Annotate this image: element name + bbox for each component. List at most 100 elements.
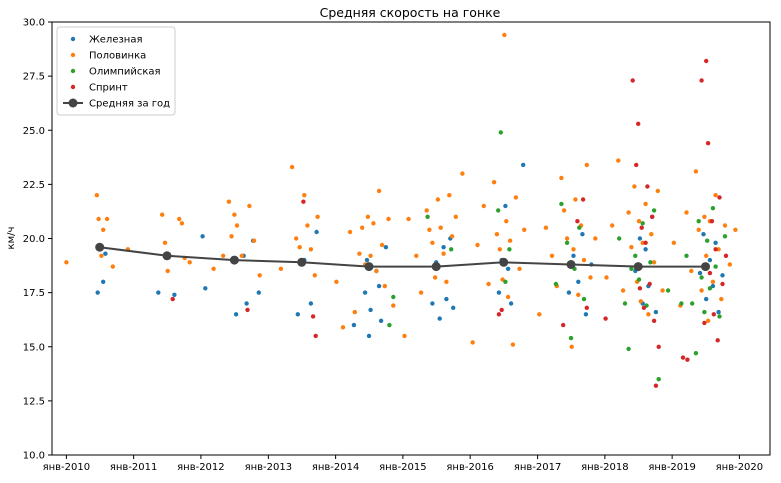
data-point	[573, 197, 578, 202]
data-point	[632, 184, 637, 189]
data-point	[229, 234, 234, 239]
data-point	[244, 301, 249, 306]
data-point	[444, 279, 449, 284]
data-point	[636, 121, 641, 127]
data-point	[347, 229, 353, 235]
data-point	[713, 247, 718, 252]
data-point	[593, 236, 598, 241]
x-tick-label: янв-2016	[446, 462, 494, 473]
y-tick-label: 20.0	[23, 234, 45, 245]
data-point	[636, 219, 642, 224]
average-marker	[633, 262, 643, 272]
data-point	[160, 212, 165, 217]
data-point	[441, 251, 446, 256]
data-point	[165, 268, 170, 274]
data-point	[297, 245, 302, 250]
data-point	[588, 275, 593, 280]
data-point	[720, 273, 725, 278]
data-point	[636, 277, 642, 282]
legend-label: Железная	[89, 35, 142, 46]
data-point	[617, 236, 622, 241]
data-point	[496, 312, 502, 317]
data-point	[584, 305, 589, 310]
data-point	[432, 275, 438, 280]
data-point	[648, 260, 653, 265]
data-point	[704, 253, 709, 258]
data-point	[553, 281, 559, 287]
data-point	[633, 253, 638, 258]
average-marker	[95, 242, 105, 252]
data-point	[710, 206, 716, 211]
data-point	[177, 216, 182, 222]
data-point	[650, 214, 655, 219]
legend-label: Спринт	[89, 83, 128, 94]
data-point	[302, 193, 307, 198]
data-point	[610, 223, 615, 228]
data-point	[245, 307, 250, 313]
data-point	[575, 219, 580, 224]
y-tick-label: 30.0	[23, 18, 45, 29]
data-point	[723, 253, 729, 258]
plot-area: 10.0 12.5 15.0 17.5 20.0 22.5 25.0 27.5 30.0 янв-…	[23, 18, 771, 473]
data-point	[629, 266, 634, 271]
data-point	[680, 355, 686, 360]
legend-label: Олимпийская	[89, 67, 161, 78]
data-point	[383, 245, 389, 250]
data-point	[693, 169, 699, 174]
data-point	[162, 240, 168, 245]
data-point	[580, 197, 586, 202]
data-point	[289, 164, 295, 170]
data-point	[497, 247, 502, 252]
data-point	[314, 229, 319, 235]
data-point	[334, 279, 339, 284]
data-point	[513, 195, 519, 200]
data-point	[707, 286, 713, 291]
x-tick-label: янв-2011	[110, 462, 158, 473]
legend-marker-swatch	[70, 36, 76, 42]
x-tick-label: янв-2014	[312, 462, 360, 473]
data-point	[717, 314, 722, 319]
data-point	[637, 236, 643, 241]
data-point	[665, 288, 671, 293]
data-point	[543, 225, 549, 230]
data-point	[170, 296, 175, 302]
data-point	[447, 193, 452, 198]
data-point	[221, 253, 226, 258]
data-point	[294, 236, 299, 241]
data-point	[505, 294, 511, 300]
data-point	[561, 322, 566, 328]
data-point	[576, 279, 581, 284]
data-point	[571, 247, 576, 252]
data-point	[103, 251, 108, 256]
data-point	[702, 309, 707, 315]
data-point	[460, 171, 465, 176]
data-point	[179, 221, 185, 226]
data-point	[502, 32, 507, 38]
data-point	[315, 214, 320, 219]
data-point	[414, 253, 419, 258]
data-point	[655, 188, 660, 194]
data-point	[387, 322, 392, 328]
data-point	[717, 195, 722, 200]
data-point	[504, 219, 509, 224]
average-marker	[364, 262, 374, 272]
data-point	[705, 238, 710, 243]
data-point	[651, 318, 657, 323]
data-point	[425, 214, 430, 219]
data-point	[566, 290, 572, 295]
data-point	[233, 312, 239, 317]
data-point	[720, 281, 725, 287]
data-point	[444, 296, 449, 302]
data-point	[308, 301, 314, 306]
data-point	[382, 283, 387, 289]
data-point	[638, 299, 643, 304]
data-point	[561, 208, 567, 213]
data-point	[705, 318, 711, 323]
data-point	[719, 296, 724, 302]
y-tick-label: 15.0	[23, 342, 45, 353]
series-average-line	[95, 242, 710, 272]
data-point	[679, 301, 684, 306]
data-point	[251, 238, 257, 243]
data-point	[368, 253, 373, 258]
